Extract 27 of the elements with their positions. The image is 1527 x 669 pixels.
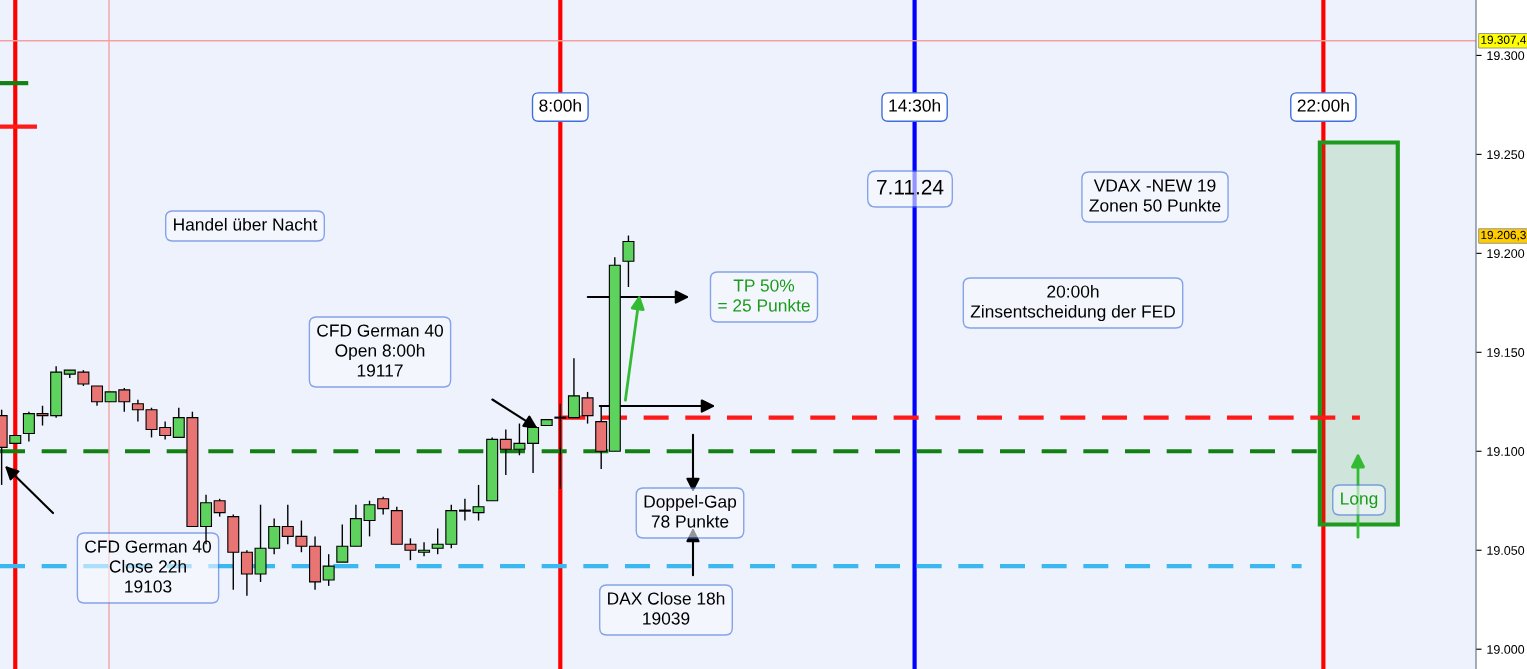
y-tick-label: 19.050 [1487, 546, 1525, 555]
annotation: Handel über Nacht [174, 217, 318, 231]
candlestick [91, 385, 104, 407]
text: 19.206,3 [1481, 230, 1526, 241]
ref-line-label: 14:30h [889, 98, 941, 112]
annotation: CFD German 40 Close 22h 19103 [85, 540, 211, 593]
annotation: 7.11.24 [877, 179, 944, 195]
y-tick-label: 19.300 [1487, 51, 1525, 61]
y-tick-label: 19.250 [1487, 150, 1525, 160]
annotation: DAX Close 18h 19039 [608, 591, 725, 625]
annotation: CFD German 40 Open 8:00h 19117 [317, 324, 443, 377]
annotation: Long [1341, 492, 1378, 509]
y-tick-label: 19.200 [1487, 249, 1525, 258]
ref-line-label: 19.307,4 [1481, 35, 1527, 46]
annotation: Doppel-Gap 78 Punkte [644, 494, 737, 528]
ref-line-label: 8:00h [539, 98, 581, 112]
annotation: TP 50% = 25 Punkte [718, 279, 810, 312]
y-tick-label: 19.100 [1487, 447, 1525, 456]
annotation: VDAX -NEW 19 Zonen 50 Punkte [1089, 179, 1221, 212]
candlestick [322, 553, 335, 587]
y-tick-label: 19.000 [1487, 645, 1525, 654]
ref-line-label: 22:00h [1297, 98, 1349, 112]
candlestick [336, 523, 349, 563]
candlestick [622, 234, 635, 288]
candlestick [554, 403, 567, 490]
y-tick-label: 19.150 [1487, 348, 1525, 357]
annotation: 20:00h Zinsentscheidung der FED [970, 284, 1175, 322]
